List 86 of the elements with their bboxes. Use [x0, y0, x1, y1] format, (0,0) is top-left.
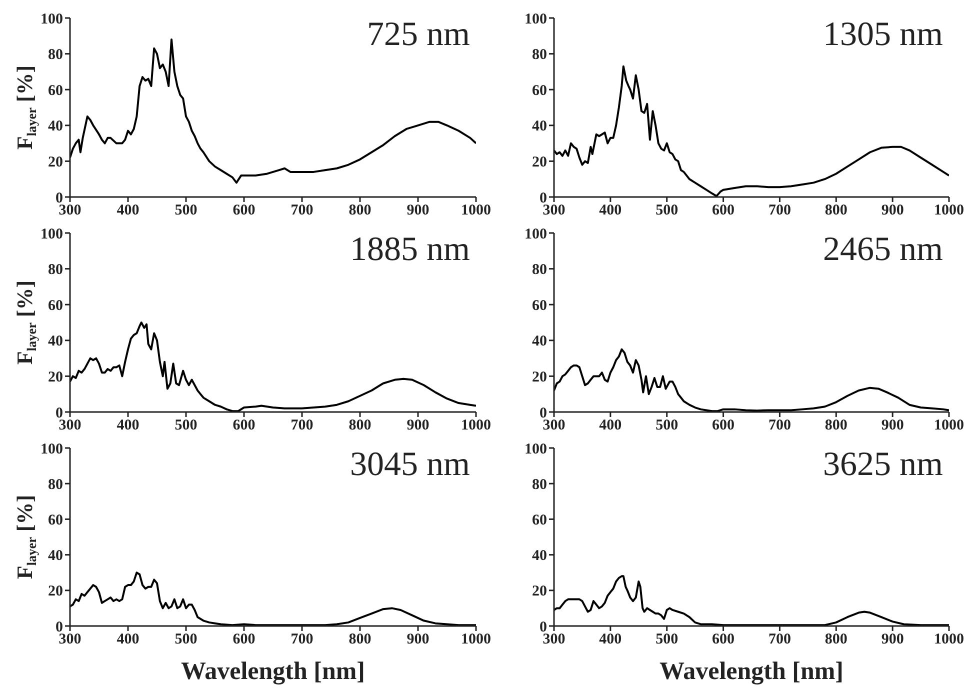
x-tick-label: 500: [174, 632, 198, 648]
x-tick-label: 900: [881, 418, 904, 434]
y-tick-label: 100: [524, 11, 547, 28]
x-tick-label: 300: [58, 632, 82, 648]
y-tick-label: 100: [524, 226, 547, 242]
x-tick-label: 800: [824, 418, 848, 434]
x-tick-label: 600: [712, 202, 735, 219]
x-tick-label: 900: [406, 202, 430, 219]
y-tick-label: 40: [532, 548, 547, 564]
x-tick-label: 800: [348, 632, 372, 648]
x-tick-label: 800: [348, 202, 372, 219]
y-tick-label: 20: [532, 370, 547, 386]
x-tick-label: 600: [712, 632, 735, 648]
x-tick-label: 400: [599, 418, 622, 434]
y-tick-label: 80: [48, 262, 63, 278]
x-axis-title: Wavelength [nm]: [658, 658, 845, 686]
y-tick-label: 80: [48, 476, 63, 493]
chart-title: 1305 nm: [823, 16, 943, 54]
y-tick-label: 40: [532, 334, 547, 350]
y-tick-label: 80: [532, 262, 547, 278]
x-tick-label: 900: [881, 632, 904, 648]
x-tick-label: 600: [232, 202, 256, 219]
x-tick-label: 700: [290, 418, 314, 434]
x-tick-label: 800: [348, 418, 372, 434]
x-tick-label: 1000: [461, 632, 491, 648]
x-tick-label: 300: [58, 202, 82, 219]
x-tick-label: 300: [542, 632, 566, 648]
x-tick-label: 500: [174, 202, 198, 219]
y-tick-label: 60: [532, 298, 547, 314]
y-tick-label: 60: [532, 512, 547, 529]
y-tick-label: 60: [48, 82, 63, 99]
y-tick-label: 20: [48, 370, 63, 386]
y-tick-label: 80: [532, 47, 547, 64]
chart-title: 2465 nm: [823, 231, 943, 269]
chart-title: 1885 nm: [350, 231, 470, 269]
x-tick-label: 900: [406, 632, 430, 648]
y-tick-label: 20: [532, 584, 547, 600]
x-tick-label: 1000: [934, 202, 964, 219]
x-tick-label: 1000: [461, 202, 491, 219]
x-tick-label: 900: [406, 418, 430, 434]
y-tick-label: 20: [532, 154, 547, 171]
x-tick-label: 300: [542, 418, 566, 434]
x-tick-label: 800: [824, 632, 848, 648]
x-tick-label: 900: [881, 202, 904, 219]
x-tick-label: 700: [768, 202, 791, 219]
y-tick-label: 40: [532, 118, 547, 135]
x-tick-label: 400: [599, 632, 622, 648]
x-tick-label: 400: [116, 202, 140, 219]
y-tick-label: 60: [532, 82, 547, 99]
y-tick-label: 100: [524, 441, 547, 458]
x-tick-label: 1000: [934, 418, 964, 434]
x-tick-label: 500: [656, 632, 678, 648]
x-tick-label: 400: [599, 202, 622, 219]
x-tick-label: 500: [656, 202, 678, 219]
x-axis-title: Wavelength [nm]: [180, 658, 366, 686]
y-tick-label: 60: [48, 298, 63, 314]
x-tick-label: 600: [712, 418, 735, 434]
chart-title: 3045 nm: [350, 446, 470, 484]
x-tick-label: 600: [232, 418, 256, 434]
x-tick-label: 600: [232, 632, 256, 648]
y-tick-label: 80: [48, 47, 63, 64]
x-tick-label: 700: [768, 418, 791, 434]
y-tick-label: 100: [40, 441, 63, 458]
y-tick-label: 40: [48, 548, 63, 564]
x-tick-label: 300: [58, 418, 82, 434]
x-tick-label: 700: [290, 202, 314, 219]
y-tick-label: 100: [40, 226, 63, 242]
x-tick-label: 500: [656, 418, 678, 434]
chart-title: 725 nm: [367, 16, 470, 54]
x-tick-label: 300: [542, 202, 566, 219]
x-tick-label: 700: [290, 632, 314, 648]
x-tick-label: 700: [768, 632, 791, 648]
x-tick-label: 800: [824, 202, 848, 219]
y-tick-label: 100: [40, 11, 63, 28]
chart-title: 3625 nm: [823, 446, 943, 484]
y-tick-label: 20: [48, 154, 63, 171]
x-tick-label: 1000: [461, 418, 491, 434]
x-tick-label: 400: [116, 632, 140, 648]
x-tick-label: 1000: [934, 632, 964, 648]
y-tick-label: 40: [48, 334, 63, 350]
y-tick-label: 80: [532, 476, 547, 493]
y-tick-label: 40: [48, 118, 63, 135]
x-tick-label: 400: [116, 418, 140, 434]
y-tick-label: 60: [48, 512, 63, 529]
y-tick-label: 20: [48, 584, 63, 600]
x-tick-label: 500: [174, 418, 198, 434]
